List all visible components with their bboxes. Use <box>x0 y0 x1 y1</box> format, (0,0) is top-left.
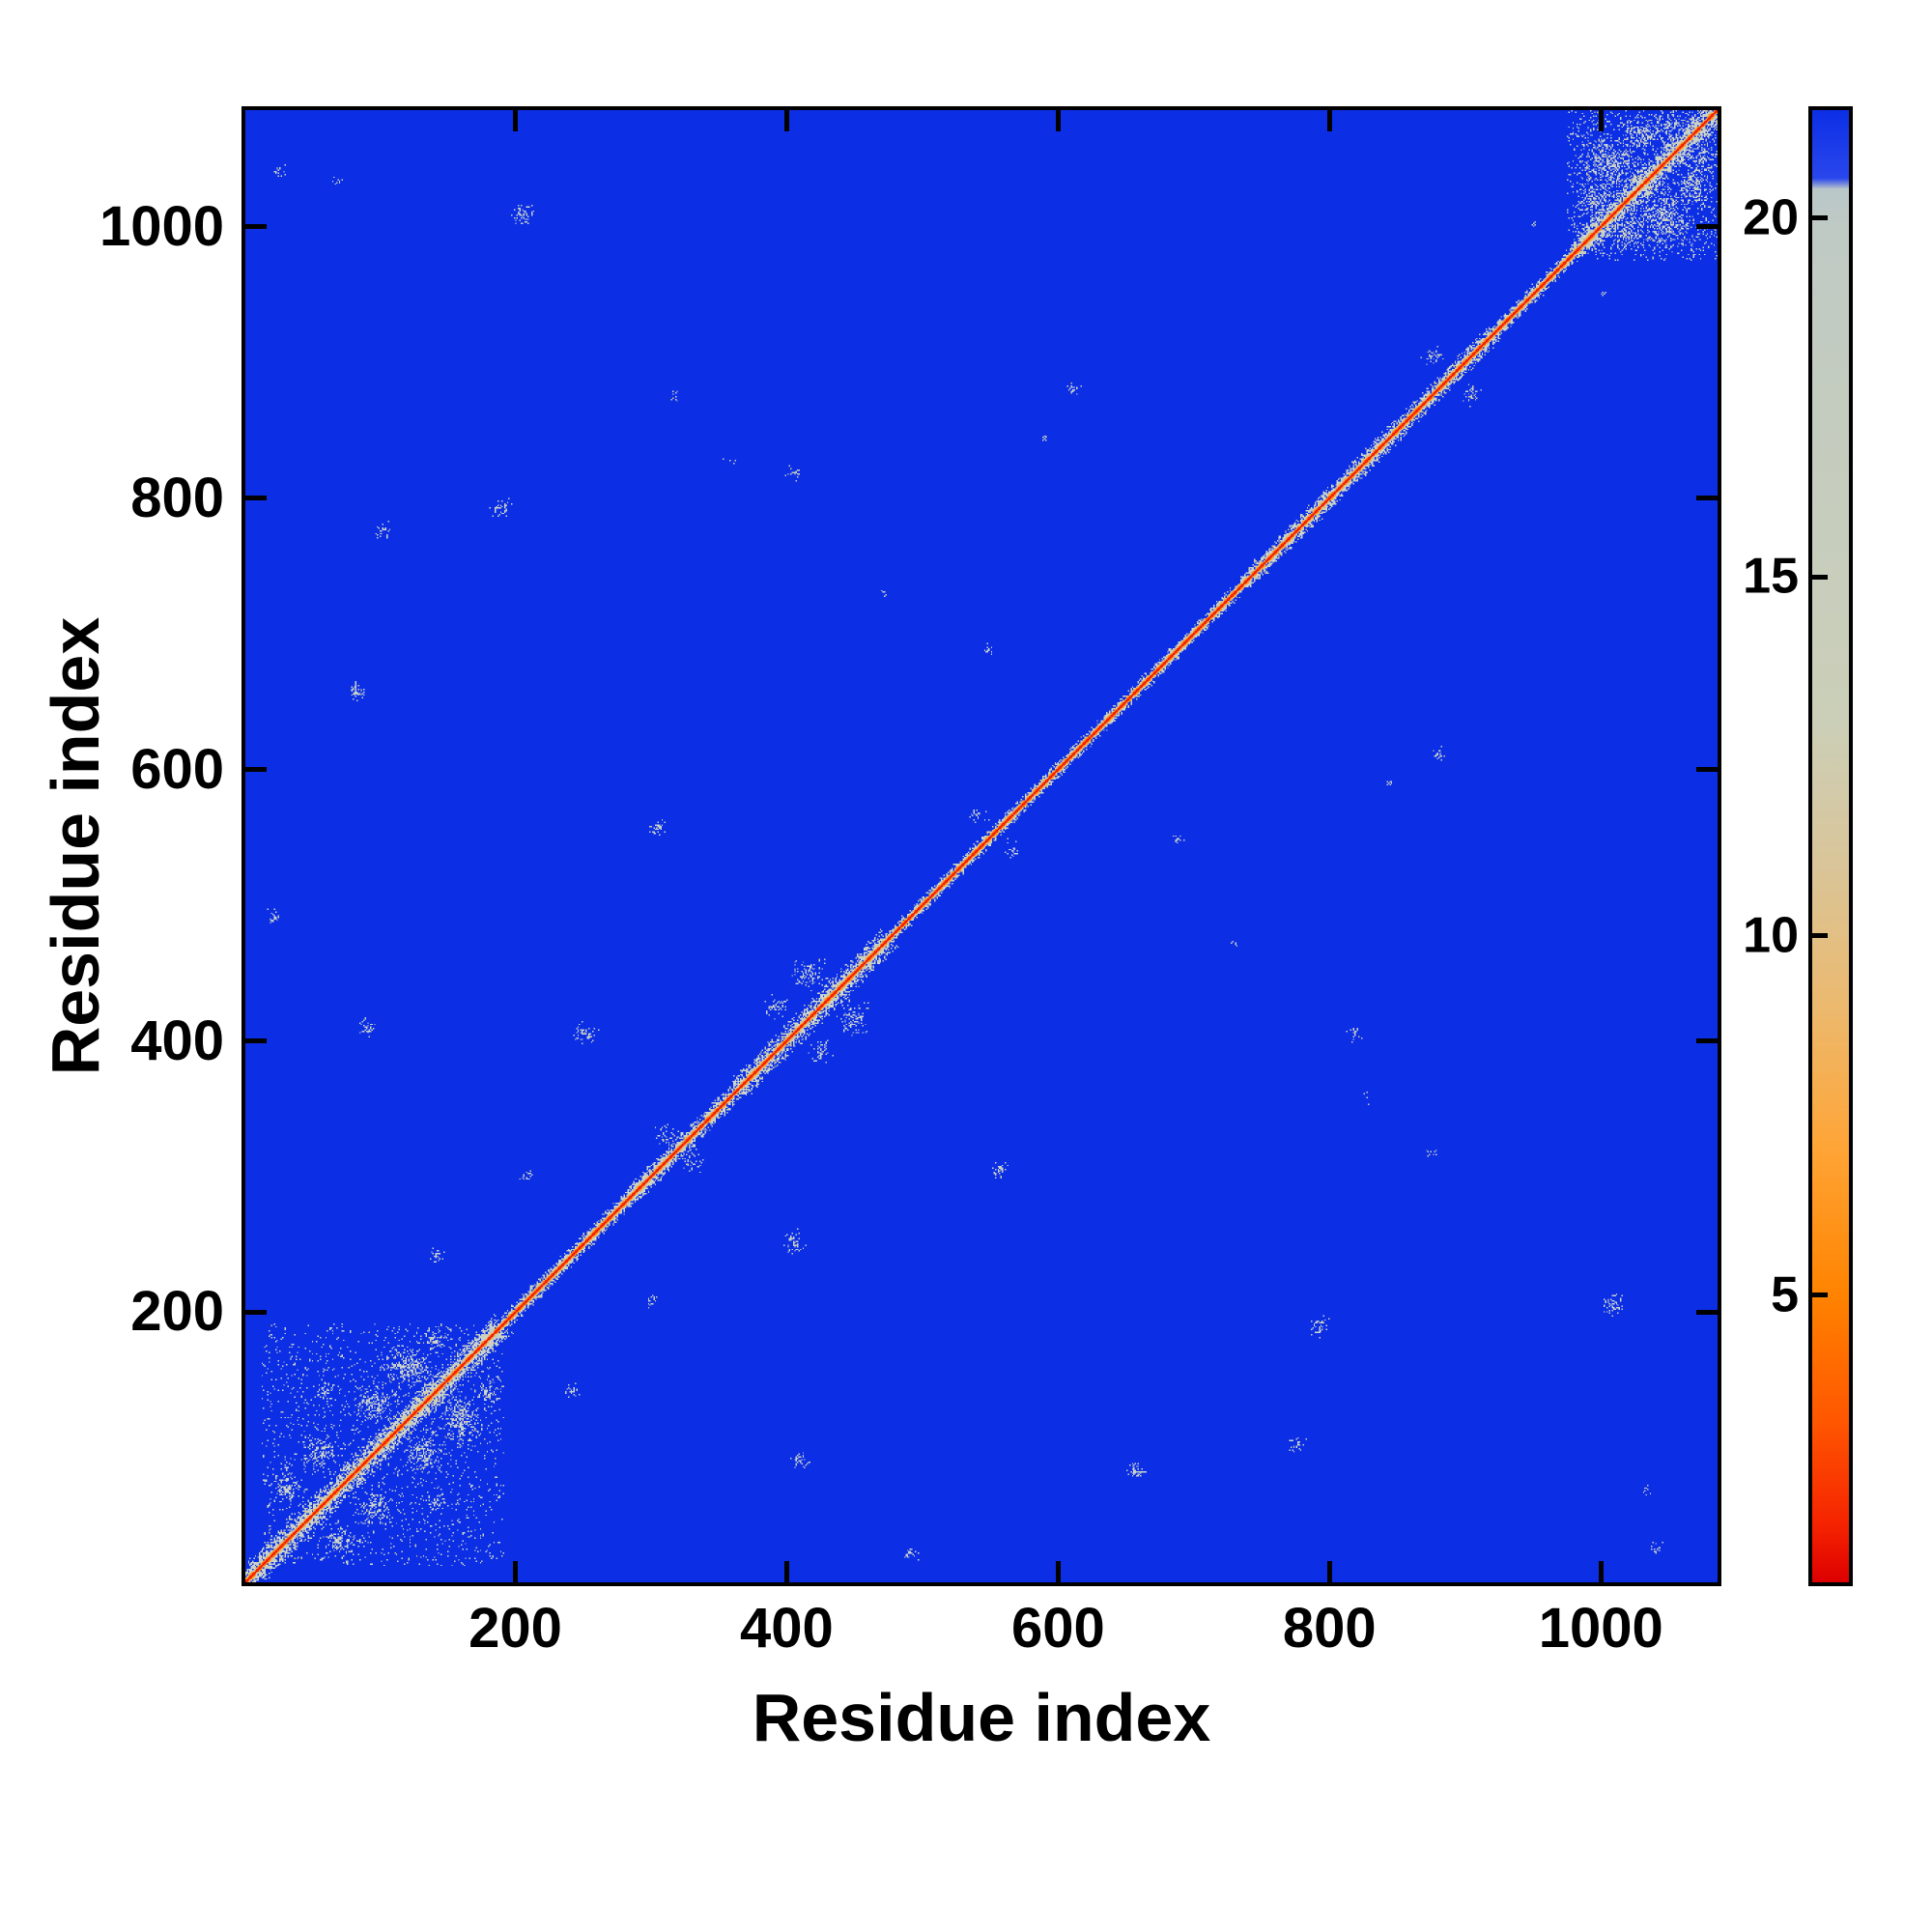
x-tick-label: 600 <box>1010 1597 1105 1660</box>
colorbar-tick <box>1812 574 1828 580</box>
x-tick-label: 400 <box>740 1597 834 1660</box>
colorbar-tick <box>1812 933 1828 939</box>
colorbar-tick-label: 10 <box>1743 907 1799 964</box>
colorbar <box>1808 106 1853 1586</box>
x-axis-label: Residue index <box>752 1680 1211 1755</box>
x-tick-label: 1000 <box>1538 1597 1663 1660</box>
x-tick-label: 800 <box>1282 1597 1377 1660</box>
colorbar-ticks <box>1812 110 1849 1582</box>
y-tick-label: 800 <box>130 466 224 529</box>
colorbar-tick-label: 15 <box>1743 548 1799 605</box>
colorbar-tick-label: 20 <box>1743 188 1799 245</box>
x-tick-label: 200 <box>469 1597 562 1660</box>
y-axis-label: Residue index <box>38 616 113 1076</box>
plot-area <box>242 106 1721 1586</box>
y-tick-label: 200 <box>130 1280 224 1344</box>
y-tick-label: 400 <box>130 1009 224 1072</box>
colorbar-gradient <box>1812 110 1849 1582</box>
y-tick-label: 600 <box>130 737 224 801</box>
colorbar-tick <box>1812 215 1828 220</box>
y-tick-label: 1000 <box>99 194 224 258</box>
distance-map-canvas <box>245 110 1718 1582</box>
colorbar-tick-label: 5 <box>1771 1266 1799 1323</box>
colorbar-tick <box>1812 1293 1828 1298</box>
